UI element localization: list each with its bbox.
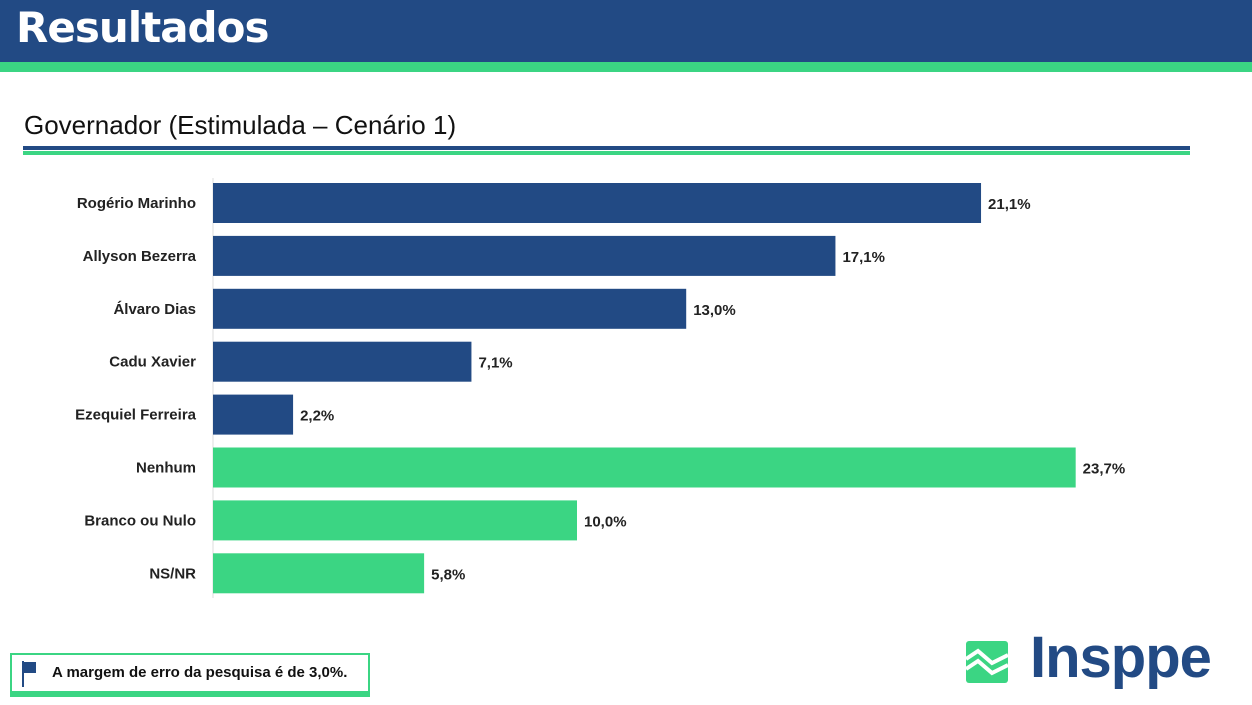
inspe-logo-text: Insppe <box>1030 625 1212 690</box>
bar <box>213 235 836 276</box>
data-label: 21,1% <box>988 196 1031 213</box>
title-underline-green <box>23 151 1190 155</box>
margin-of-error-note: A margem de erro da pesquisa é de 3,0%. <box>10 653 370 697</box>
bar <box>213 394 294 435</box>
header-bar: Resultados <box>0 0 1252 62</box>
data-label: 10,0% <box>584 513 627 530</box>
title-underline-blue <box>23 146 1190 150</box>
category-label: Allyson Bezerra <box>83 248 197 265</box>
bar <box>213 288 687 329</box>
chart-title: Governador (Estimulada – Cenário 1) <box>24 110 457 140</box>
category-label: NS/NR <box>149 565 196 582</box>
data-label: 5,8% <box>431 566 465 583</box>
category-label: Rogério Marinho <box>77 195 196 212</box>
data-label: 23,7% <box>1083 461 1126 478</box>
data-label: 17,1% <box>842 249 885 266</box>
bar <box>213 447 1076 488</box>
category-label: Cadu Xavier <box>109 354 196 371</box>
bar <box>213 500 577 541</box>
bar <box>213 341 472 382</box>
category-label: Nenhum <box>136 460 196 477</box>
inspe-logo-icon <box>966 641 1008 683</box>
note-text: A margem de erro da pesquisa é de 3,0%. <box>52 664 348 681</box>
bar-chart: Rogério Marinho 21,1% Allyson Bezerra 17,1%… <box>75 178 1126 598</box>
bar <box>213 553 425 594</box>
category-label: Branco ou Nulo <box>84 512 196 529</box>
header-accent-strip <box>0 62 1252 72</box>
category-label: Ezequiel Ferreira <box>75 407 197 424</box>
data-label: 2,2% <box>300 408 334 425</box>
data-label: 13,0% <box>693 302 736 319</box>
category-label: Álvaro Dias <box>113 301 196 318</box>
flag-icon <box>22 661 36 687</box>
page-title: Resultados <box>16 3 269 52</box>
bar <box>213 183 982 223</box>
data-label: 7,1% <box>478 355 512 372</box>
